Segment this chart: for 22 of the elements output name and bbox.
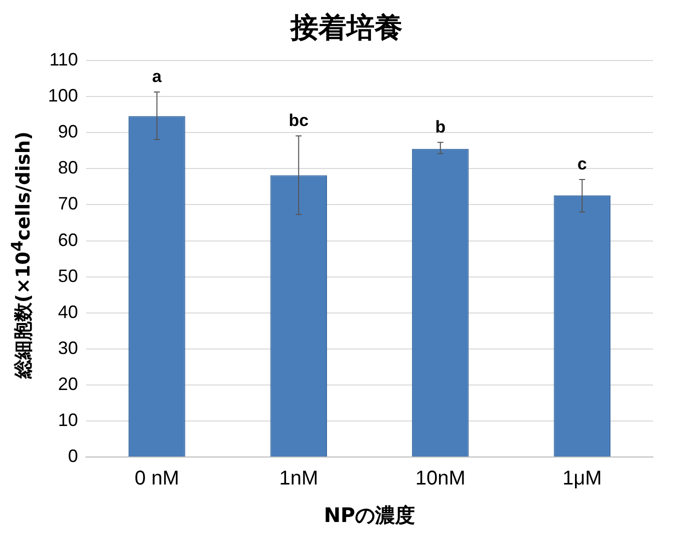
x-axis-title: NPの濃度 [324,503,416,528]
annotation: a [152,67,162,86]
y-tick-label: 20 [58,374,78,394]
x-tick-label: 10nM [415,468,466,490]
y-tick-label: 60 [58,230,78,250]
x-tick-label: 1nM [279,468,318,490]
annotation: b [435,118,446,137]
x-tick-label: 1μM [562,468,602,490]
y-tick-label: 40 [58,302,78,322]
y-tick-label: 80 [58,158,78,178]
annotation: bc [288,111,309,130]
y-tick-label: 10 [58,410,78,430]
y-tick-label: 70 [58,194,78,214]
chart-title: 接着培養 [290,11,402,44]
y-tick-label: 100 [48,86,78,106]
y-tick-label: 110 [49,50,78,70]
y-tick-label: 50 [58,266,78,286]
y-tick-label: 30 [58,338,78,358]
y-tick-label: 90 [58,122,78,142]
annotation: c [577,154,587,174]
y-tick-label: 0 [68,446,78,466]
x-tick-label: 0 nM [134,468,180,490]
